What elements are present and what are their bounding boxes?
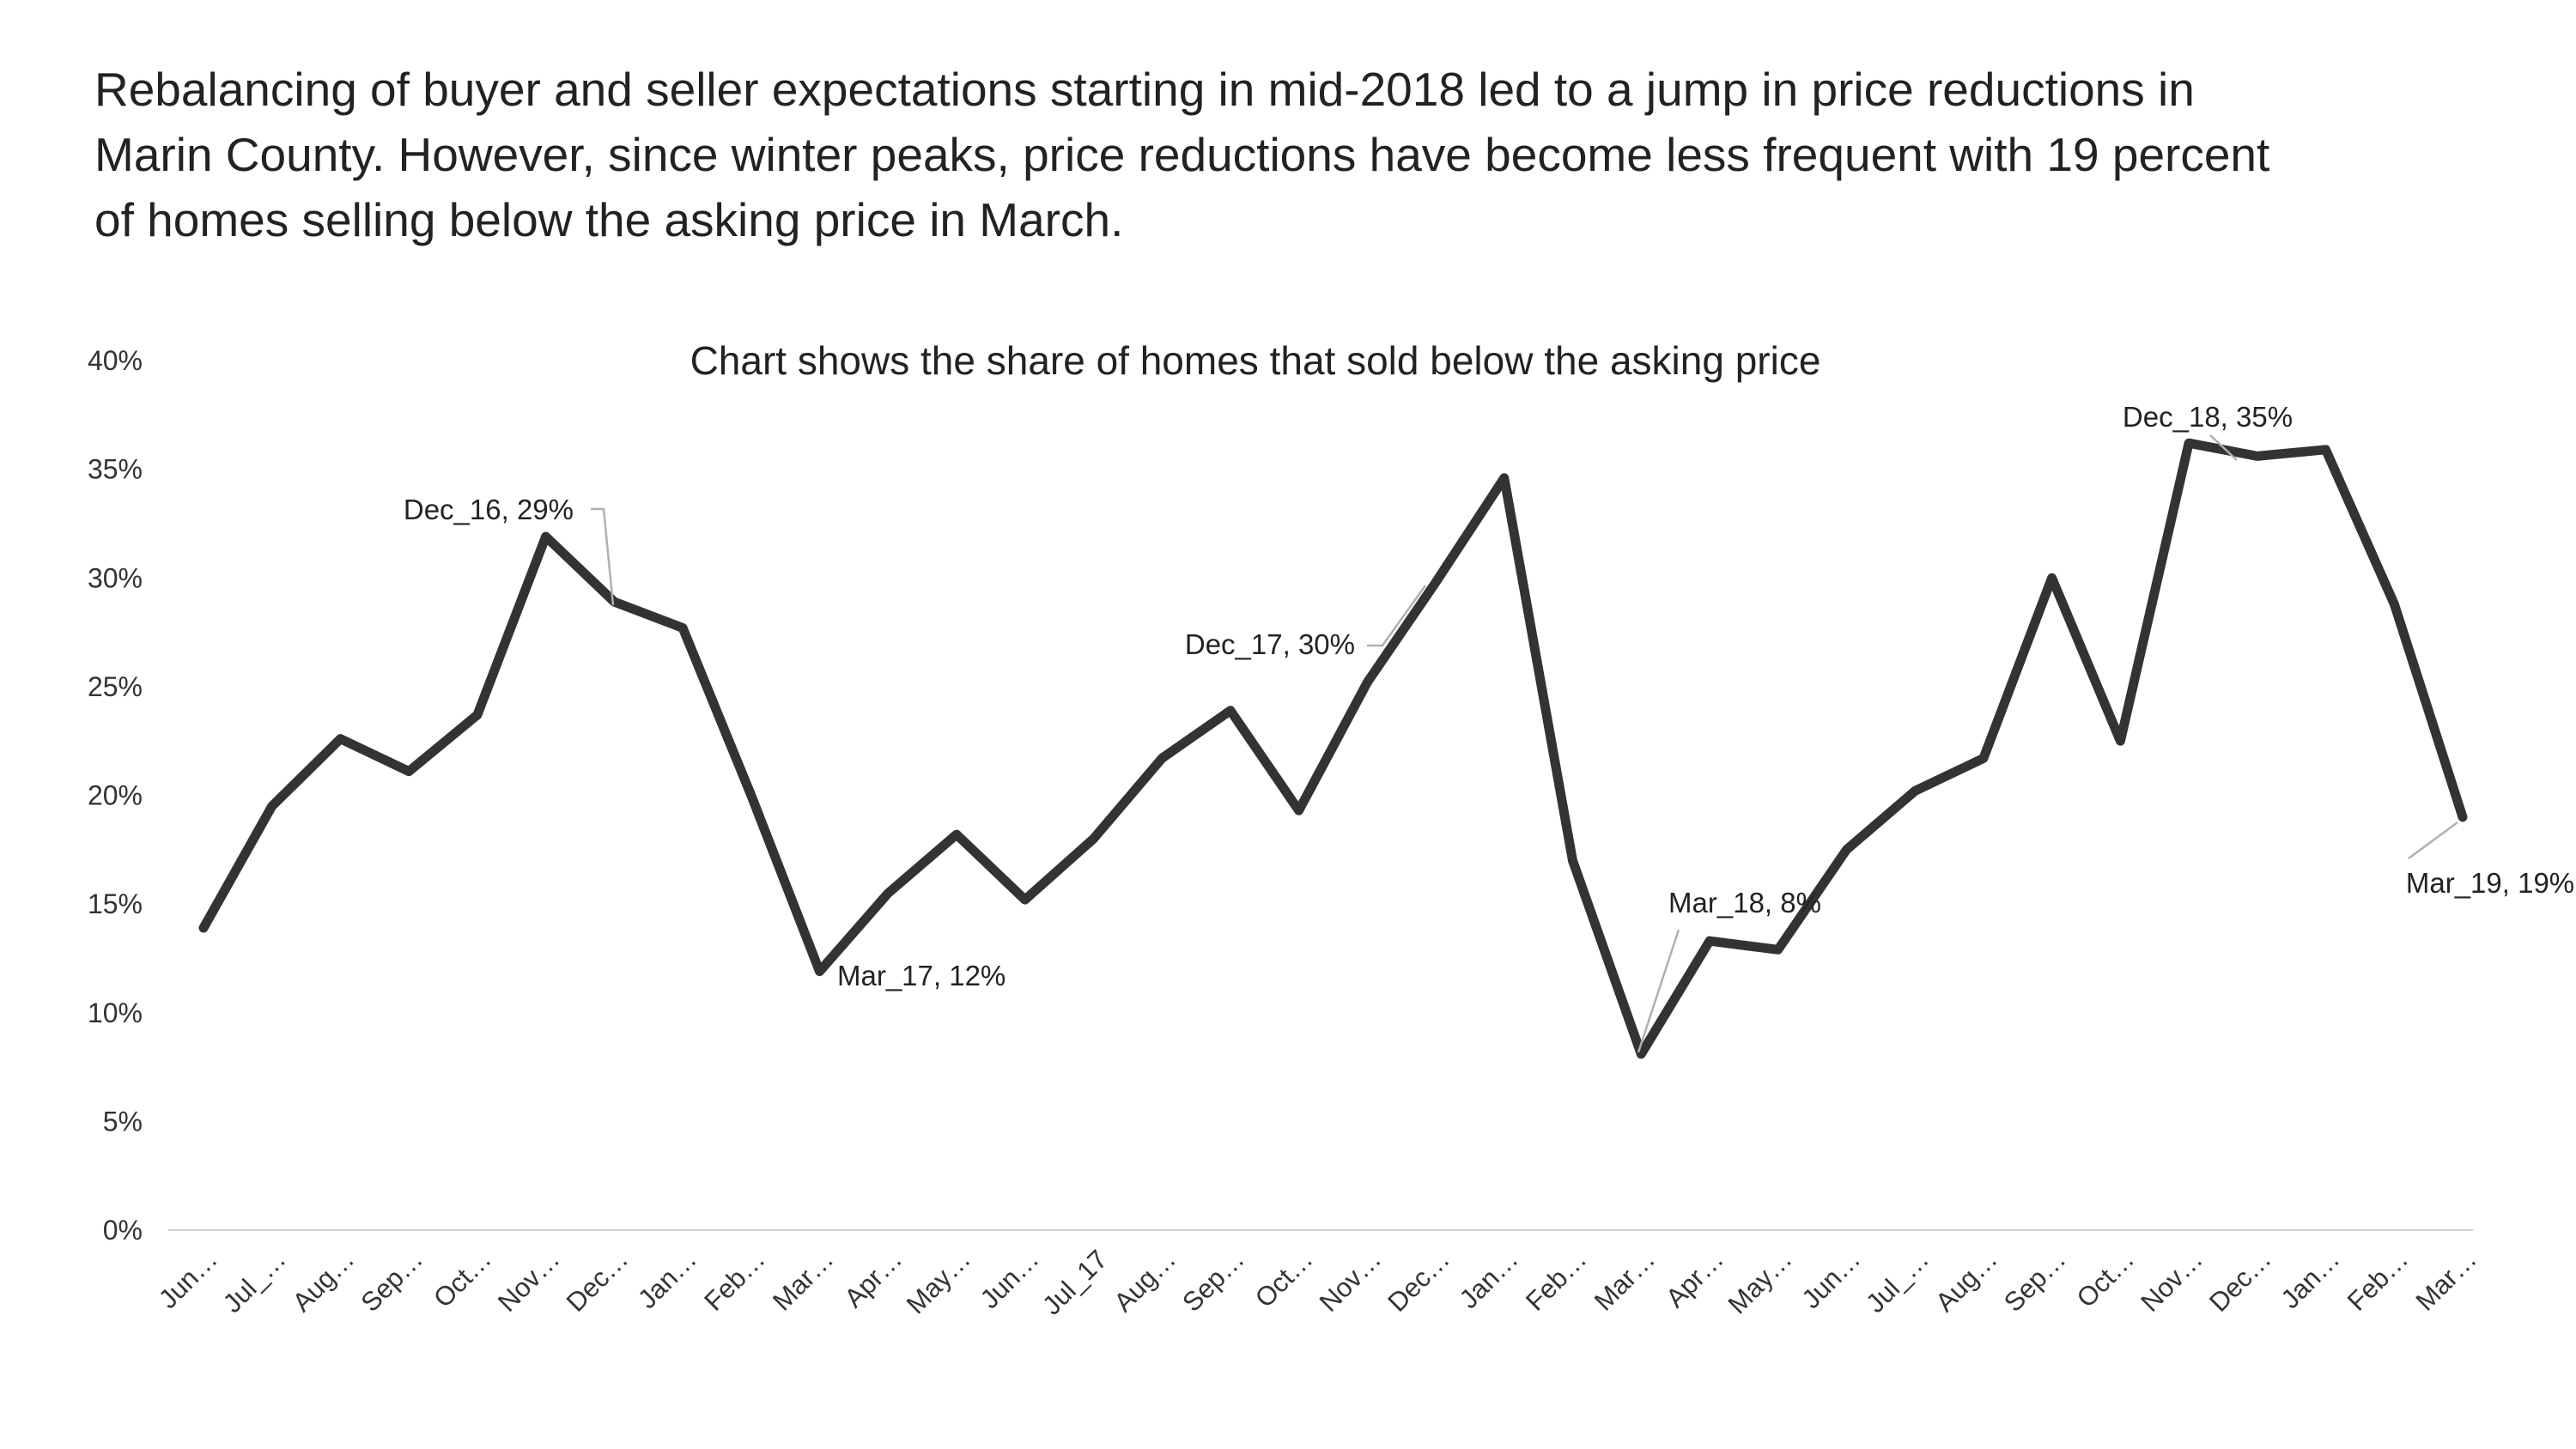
data-point xyxy=(1773,944,1783,955)
x-tick-label: Oct… xyxy=(1249,1244,1319,1313)
data-point xyxy=(541,531,551,542)
data-point xyxy=(1978,753,1989,763)
data-point xyxy=(1294,805,1304,815)
y-tick-label: 10% xyxy=(88,997,143,1028)
x-tick-label: Nov… xyxy=(492,1244,566,1318)
data-point xyxy=(1362,677,1372,688)
data-point xyxy=(1568,855,1578,865)
data-point xyxy=(746,791,756,801)
x-tick-label: Jul_… xyxy=(1860,1244,1935,1319)
callout-leader-line xyxy=(1367,585,1427,647)
y-tick-label: 25% xyxy=(88,671,143,702)
callout-leader-line xyxy=(2209,434,2238,461)
y-tick-label: 15% xyxy=(88,888,143,919)
x-tick-label: Oct… xyxy=(2071,1244,2141,1313)
x-tick-label: Sep… xyxy=(1176,1244,1250,1318)
callout-leader-line xyxy=(2408,821,2458,860)
y-axis: 0% 5% 10% 15% 20% 25% 30% 35% 40% xyxy=(88,345,143,1246)
x-tick-label: Aug… xyxy=(1929,1244,2003,1318)
x-tick-label: Nov… xyxy=(2135,1244,2208,1318)
data-point xyxy=(1704,936,1715,946)
x-tick-label: Jul_… xyxy=(217,1244,292,1319)
y-tick-label: 5% xyxy=(103,1106,143,1137)
x-tick-label: May… xyxy=(1722,1244,1798,1319)
x-tick-label: Dec… xyxy=(561,1244,635,1318)
data-point xyxy=(2047,573,2057,583)
x-tick-label: Sep… xyxy=(355,1244,428,1318)
x-tick-label: Apr… xyxy=(838,1244,908,1313)
x-tick-label: Aug… xyxy=(287,1244,361,1318)
callout-label: Dec_18, 35% xyxy=(2123,401,2293,433)
data-point xyxy=(883,888,893,898)
x-tick-label: Nov… xyxy=(1314,1244,1388,1318)
data-point xyxy=(951,829,962,840)
x-tick-label: Feb… xyxy=(2342,1244,2414,1316)
callouts: Dec_16, 29% Mar_17, 12% Dec_17, 30% Mar_18,… xyxy=(404,401,2574,1053)
x-tick-label: May… xyxy=(901,1244,976,1319)
x-tick-label: Apr… xyxy=(1660,1244,1729,1313)
data-point xyxy=(1088,834,1098,844)
headline: Rebalancing of buyer and seller expectat… xyxy=(94,57,2499,252)
callout-label: Mar_19, 19% xyxy=(2406,867,2574,899)
x-tick-label: Feb… xyxy=(1520,1244,1592,1316)
y-tick-label: 20% xyxy=(88,780,143,811)
x-tick-label: Mar… xyxy=(767,1244,839,1316)
data-point xyxy=(2115,736,2125,746)
series-line xyxy=(198,438,2468,1059)
data-point xyxy=(677,622,688,633)
x-tick-label: Jul_17 xyxy=(1036,1244,1113,1320)
data-point xyxy=(2252,451,2263,461)
callout-label: Dec_17, 30% xyxy=(1185,628,1355,660)
x-axis: Jun…Jul_…Aug…Sep…Oct…Nov…Dec…Jan…Feb…Mar… xyxy=(153,1244,2482,1320)
data-point xyxy=(1841,845,1851,855)
y-tick-label: 30% xyxy=(88,562,143,593)
y-tick-label: 0% xyxy=(103,1215,143,1246)
data-point xyxy=(335,734,345,744)
x-tick-label: Oct… xyxy=(428,1244,497,1313)
x-tick-label: Mar… xyxy=(2410,1244,2482,1316)
data-point xyxy=(2184,438,2194,448)
x-tick-label: Feb… xyxy=(698,1244,770,1316)
x-tick-label: Jun… xyxy=(975,1244,1045,1314)
callout-leader-line xyxy=(1637,929,1680,1053)
data-point xyxy=(472,710,483,720)
callout-label: Dec_16, 29% xyxy=(404,494,574,525)
data-point xyxy=(1431,577,1441,587)
headline-line-1: Rebalancing of buyer and seller expectat… xyxy=(94,63,2195,116)
data-point xyxy=(1636,1049,1646,1059)
headline-line-2: Marin County. However, since winter peak… xyxy=(94,128,2270,181)
data-point xyxy=(815,967,825,977)
callout-label: Mar_17, 12% xyxy=(837,960,1005,991)
data-point xyxy=(2458,812,2468,822)
callout-leader-line xyxy=(591,507,615,606)
data-point xyxy=(1910,785,1920,796)
x-tick-label: Jan… xyxy=(1454,1244,1524,1314)
data-point xyxy=(1157,753,1167,763)
headline-line-3: of homes selling below the asking price … xyxy=(94,193,1124,246)
callout-label: Mar_18, 8% xyxy=(1668,887,1821,919)
x-tick-label: Dec… xyxy=(2203,1244,2277,1318)
x-tick-label: Jun… xyxy=(1795,1244,1866,1314)
x-tick-label: Jun… xyxy=(153,1244,223,1314)
data-point xyxy=(2389,599,2399,609)
data-point xyxy=(267,801,277,811)
x-tick-label: Jan… xyxy=(632,1244,702,1314)
data-point xyxy=(1020,894,1030,905)
data-point xyxy=(2321,445,2331,455)
data-point xyxy=(1225,706,1236,716)
y-tick-label: 35% xyxy=(88,454,143,485)
x-tick-label: Dec… xyxy=(1382,1244,1455,1318)
data-point xyxy=(609,597,619,607)
data-point xyxy=(404,767,414,777)
data-point xyxy=(1499,473,1510,483)
y-tick-label: 40% xyxy=(88,345,143,376)
x-tick-label: Mar… xyxy=(1589,1244,1661,1316)
data-point xyxy=(198,923,209,933)
x-tick-label: Aug… xyxy=(1108,1244,1182,1318)
x-tick-label: Jan… xyxy=(2275,1244,2345,1314)
x-tick-label: Sep… xyxy=(1998,1244,2072,1318)
chart-subtitle: Chart shows the share of homes that sold… xyxy=(690,338,1821,383)
